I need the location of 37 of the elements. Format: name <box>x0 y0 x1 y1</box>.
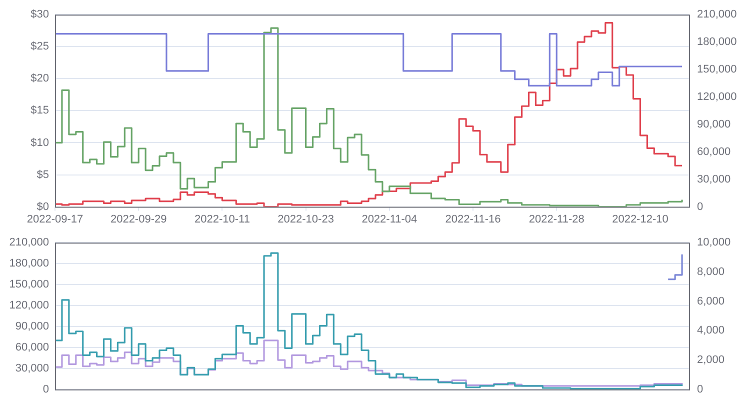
y2-tick-label: 120,000 <box>697 91 737 104</box>
y2-tick-label: 8,000 <box>697 266 725 278</box>
y2-tick-label: 180,000 <box>697 36 737 48</box>
y2-tick-label: 4,000 <box>697 324 725 337</box>
y2-tick-label: 30,000 <box>697 173 731 186</box>
y2-tick-label: 150,000 <box>697 64 737 76</box>
x-tick-label: 2022-10-23 <box>278 213 334 226</box>
y-tick-label: $10 <box>30 136 49 149</box>
y-tick-label: 0 <box>42 383 49 396</box>
y-tick-label: 60,000 <box>15 341 49 354</box>
y2-tick-label: 210,000 <box>697 8 737 21</box>
y-tick-label: 150,000 <box>9 278 49 291</box>
y-tick-label: 30,000 <box>15 362 49 374</box>
y-tick-label: 210,000 <box>9 236 49 249</box>
y-tick-label: $0 <box>36 200 49 213</box>
x-tick-label: 2022-10-11 <box>194 213 250 226</box>
y2-tick-label: 60,000 <box>697 146 731 158</box>
y2-tick-label: 2,000 <box>697 354 725 366</box>
x-tick-label: 2022-11-16 <box>445 213 501 226</box>
x-tick-label: 2022-09-29 <box>110 213 167 226</box>
y-tick-label: $30 <box>30 8 49 21</box>
y2-tick-label: 0 <box>697 383 704 396</box>
y-tick-label: $15 <box>30 104 49 117</box>
y2-tick-label: 0 <box>697 200 704 213</box>
y-tick-label: $5 <box>36 168 49 181</box>
y2-tick-label: 90,000 <box>697 118 731 130</box>
y2-tick-label: 6,000 <box>697 295 725 308</box>
y-tick-label: $20 <box>30 72 49 85</box>
x-tick-label: 2022-11-04 <box>362 213 418 226</box>
y2-tick-label: 10,000 <box>697 236 731 249</box>
x-tick-label: 2022-12-10 <box>612 213 668 226</box>
y-tick-label: 90,000 <box>15 320 49 333</box>
y-tick-label: 180,000 <box>9 258 49 270</box>
x-tick-label: 2022-09-17 <box>26 213 84 226</box>
x-tick-label: 2022-11-28 <box>528 213 584 226</box>
y-tick-label: 120,000 <box>9 300 49 312</box>
y-tick-label: $25 <box>30 40 49 53</box>
